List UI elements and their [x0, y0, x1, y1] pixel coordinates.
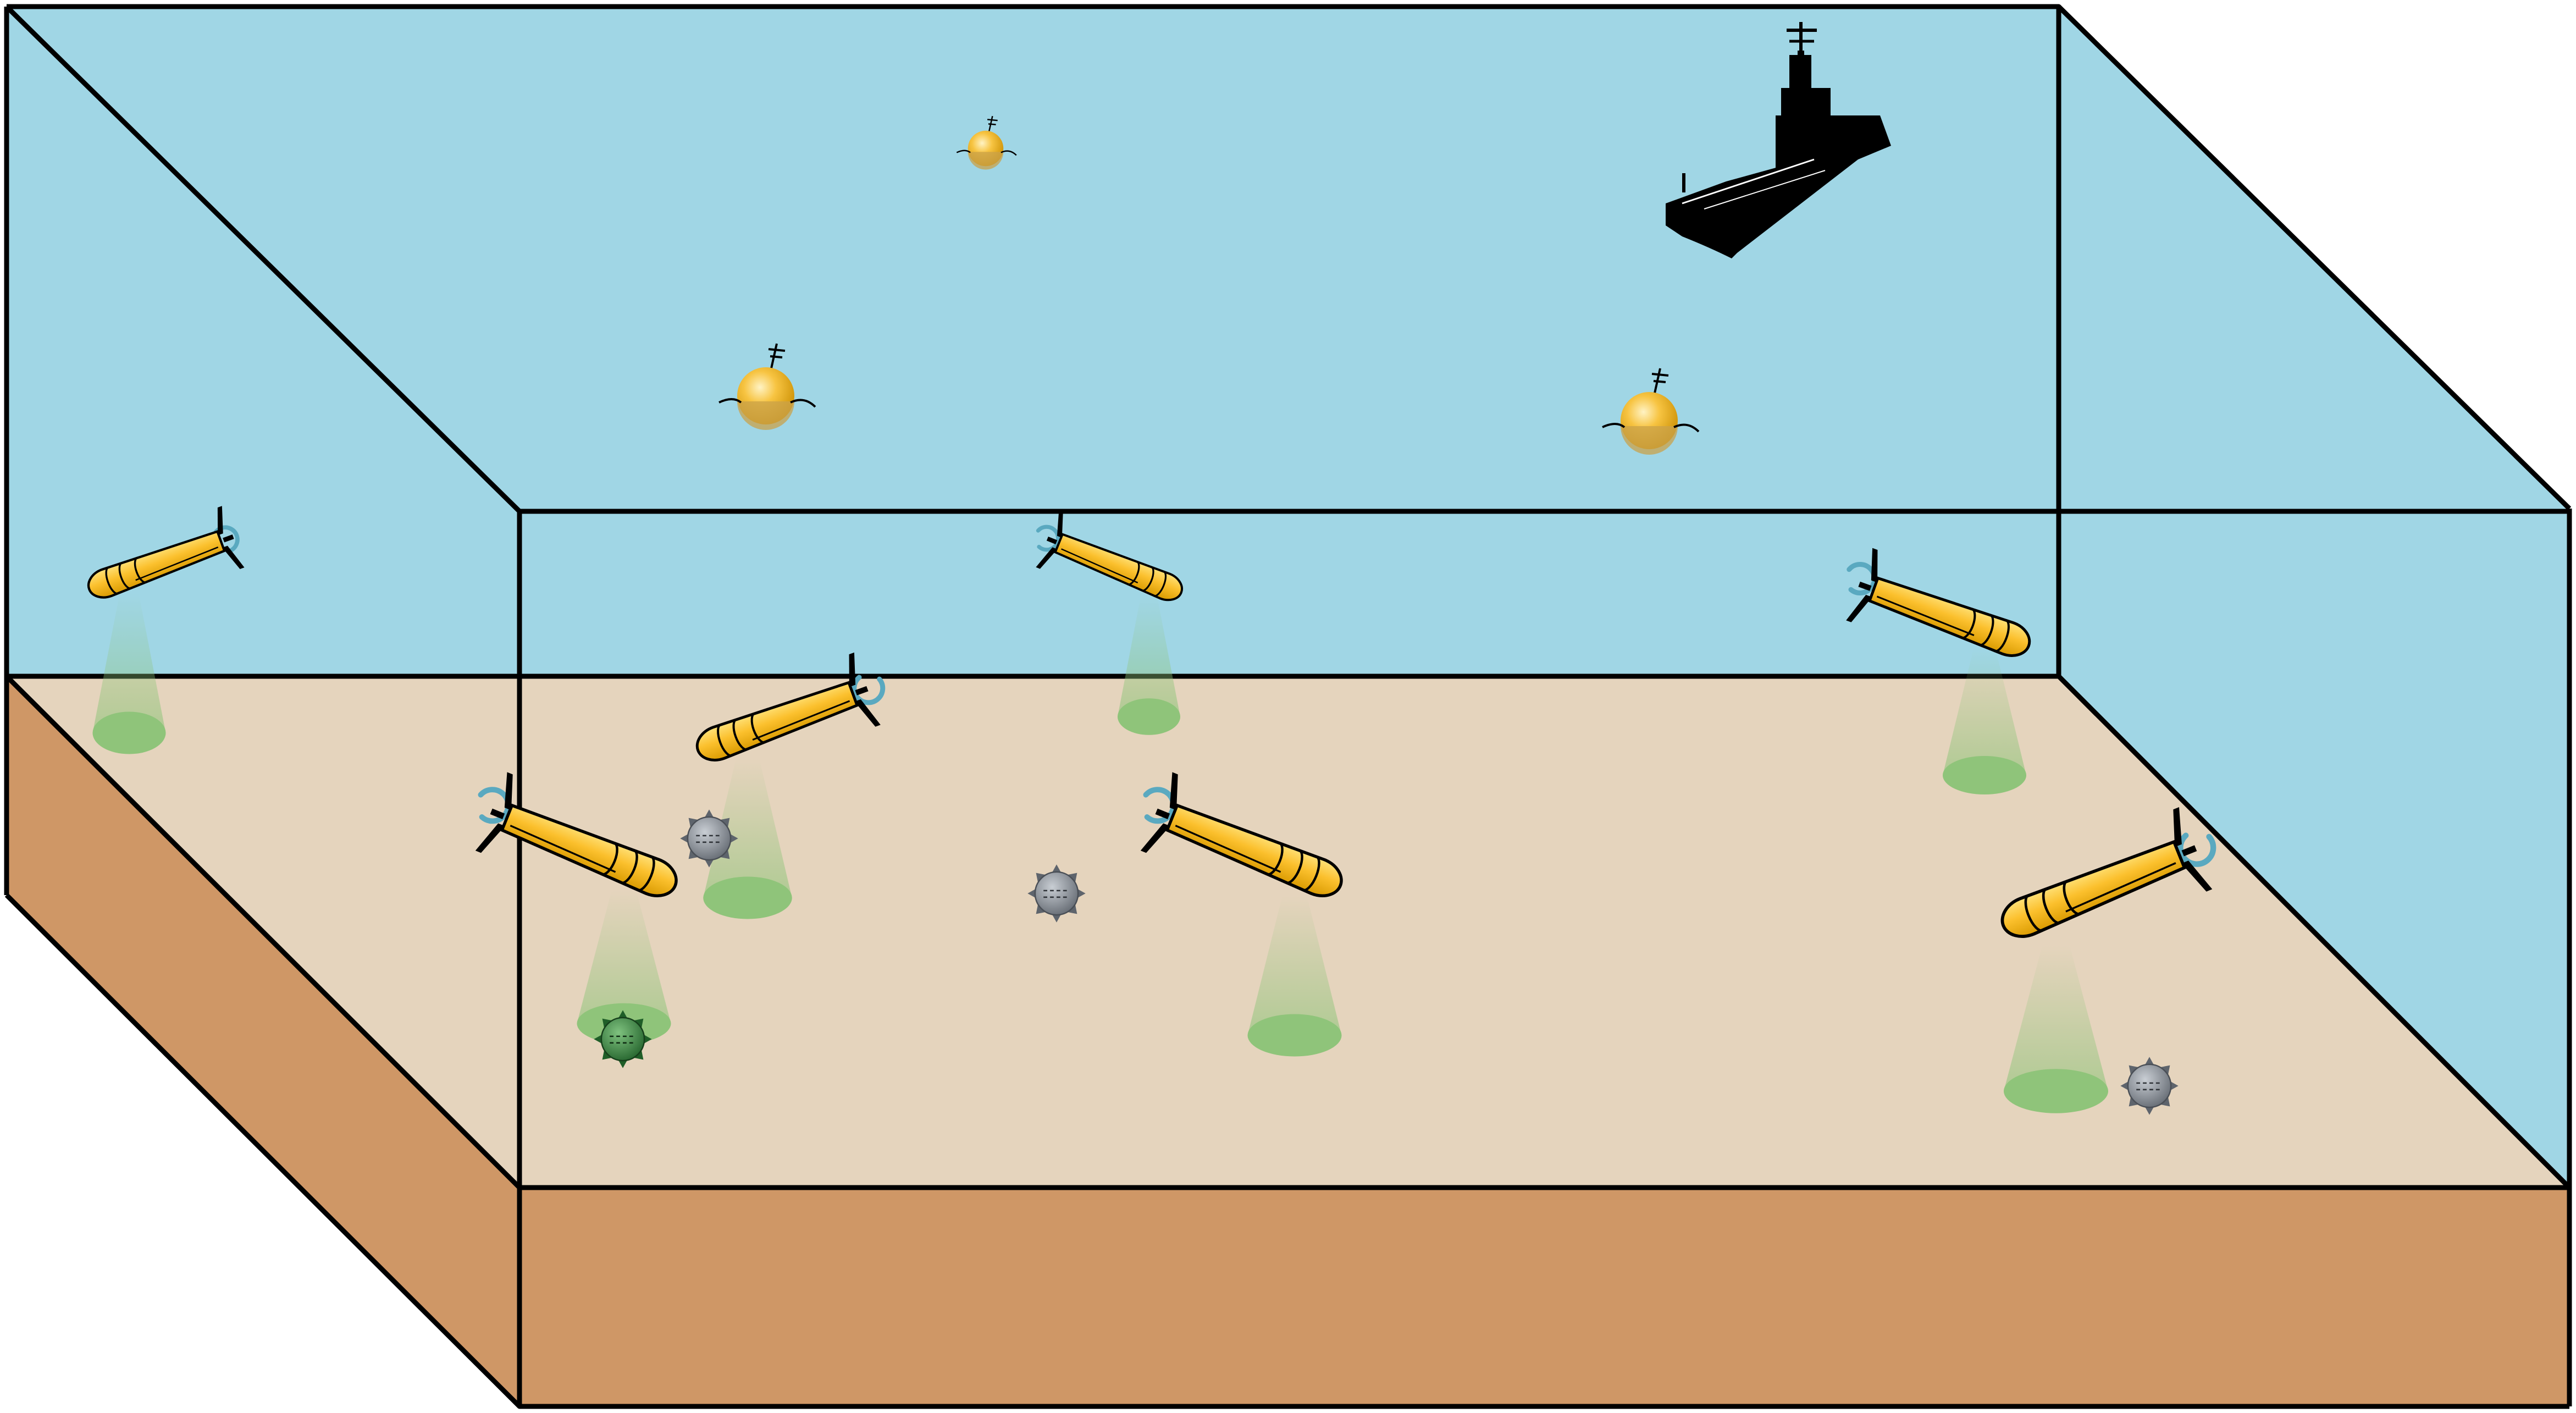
sediment-left-face	[7, 676, 519, 1406]
box-outline	[4, 4, 2572, 1409]
mine-icon	[2120, 1056, 2179, 1116]
mine-icon	[1027, 864, 1086, 923]
sediment-front-face	[519, 1188, 2569, 1406]
right-water-wall	[2059, 7, 2569, 1188]
detected-mine-icon	[593, 1009, 653, 1069]
ship-icon	[1666, 22, 1891, 258]
mine-icon	[679, 809, 739, 868]
